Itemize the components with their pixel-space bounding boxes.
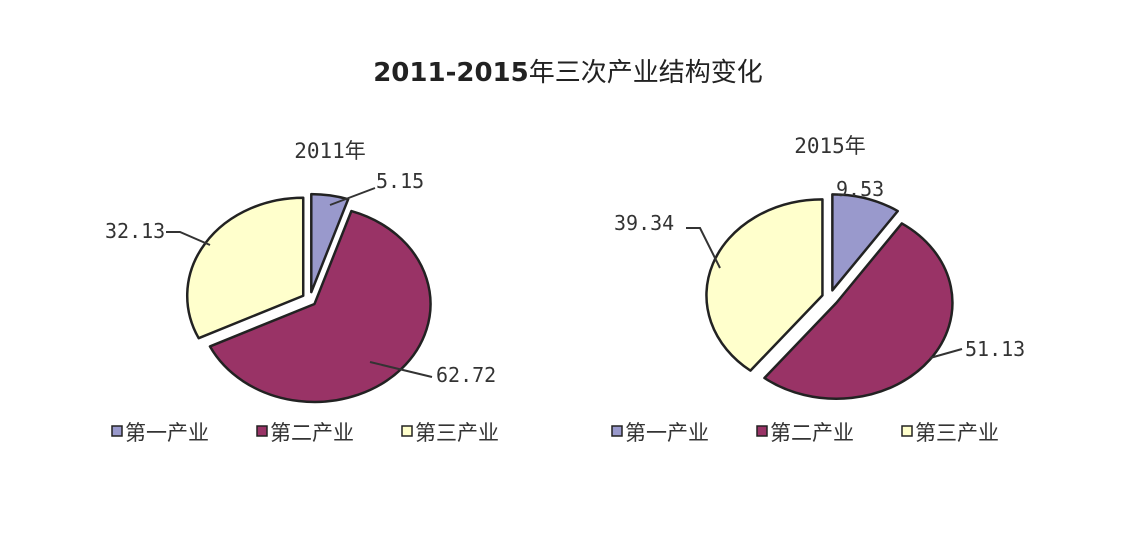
legend-swatch (401, 425, 413, 437)
leader-line (166, 231, 211, 246)
leader-line (369, 361, 433, 378)
legend-swatch (111, 425, 123, 437)
legend-label: 第一产业 (125, 421, 209, 445)
legend-swatch (901, 425, 913, 437)
title-text: 年三次产业结构变化 (528, 58, 763, 88)
legend-label: 第三产业 (415, 421, 499, 445)
legend-swatch (256, 425, 268, 437)
pie-slice-3 (705, 198, 824, 372)
pie-slice-1 (831, 193, 899, 292)
legend-label: 第二产业 (770, 421, 854, 445)
chart-title: 2011-2015年三次产业结构变化 (0, 52, 1136, 89)
pie-slice-2 (763, 222, 954, 400)
pie-title: 2011年 (294, 139, 366, 163)
data-label: 62.72 (436, 363, 496, 387)
legend-swatch (756, 425, 768, 437)
legend-label: 第一产业 (625, 421, 709, 445)
legend-label: 第三产业 (915, 421, 999, 445)
leader-line (329, 187, 376, 206)
data-label: 9.53 (836, 177, 884, 201)
data-label: 39.34 (614, 211, 674, 235)
title-years: 2011-2015 (373, 58, 529, 88)
legend-label: 第二产业 (270, 421, 354, 445)
data-label: 5.15 (376, 169, 424, 193)
data-label: 51.13 (965, 337, 1025, 361)
pie-title: 2015年 (794, 134, 866, 158)
data-label: 32.13 (105, 219, 165, 243)
legend-swatch (611, 425, 623, 437)
leader-line (686, 227, 721, 269)
leader-line (929, 348, 963, 359)
